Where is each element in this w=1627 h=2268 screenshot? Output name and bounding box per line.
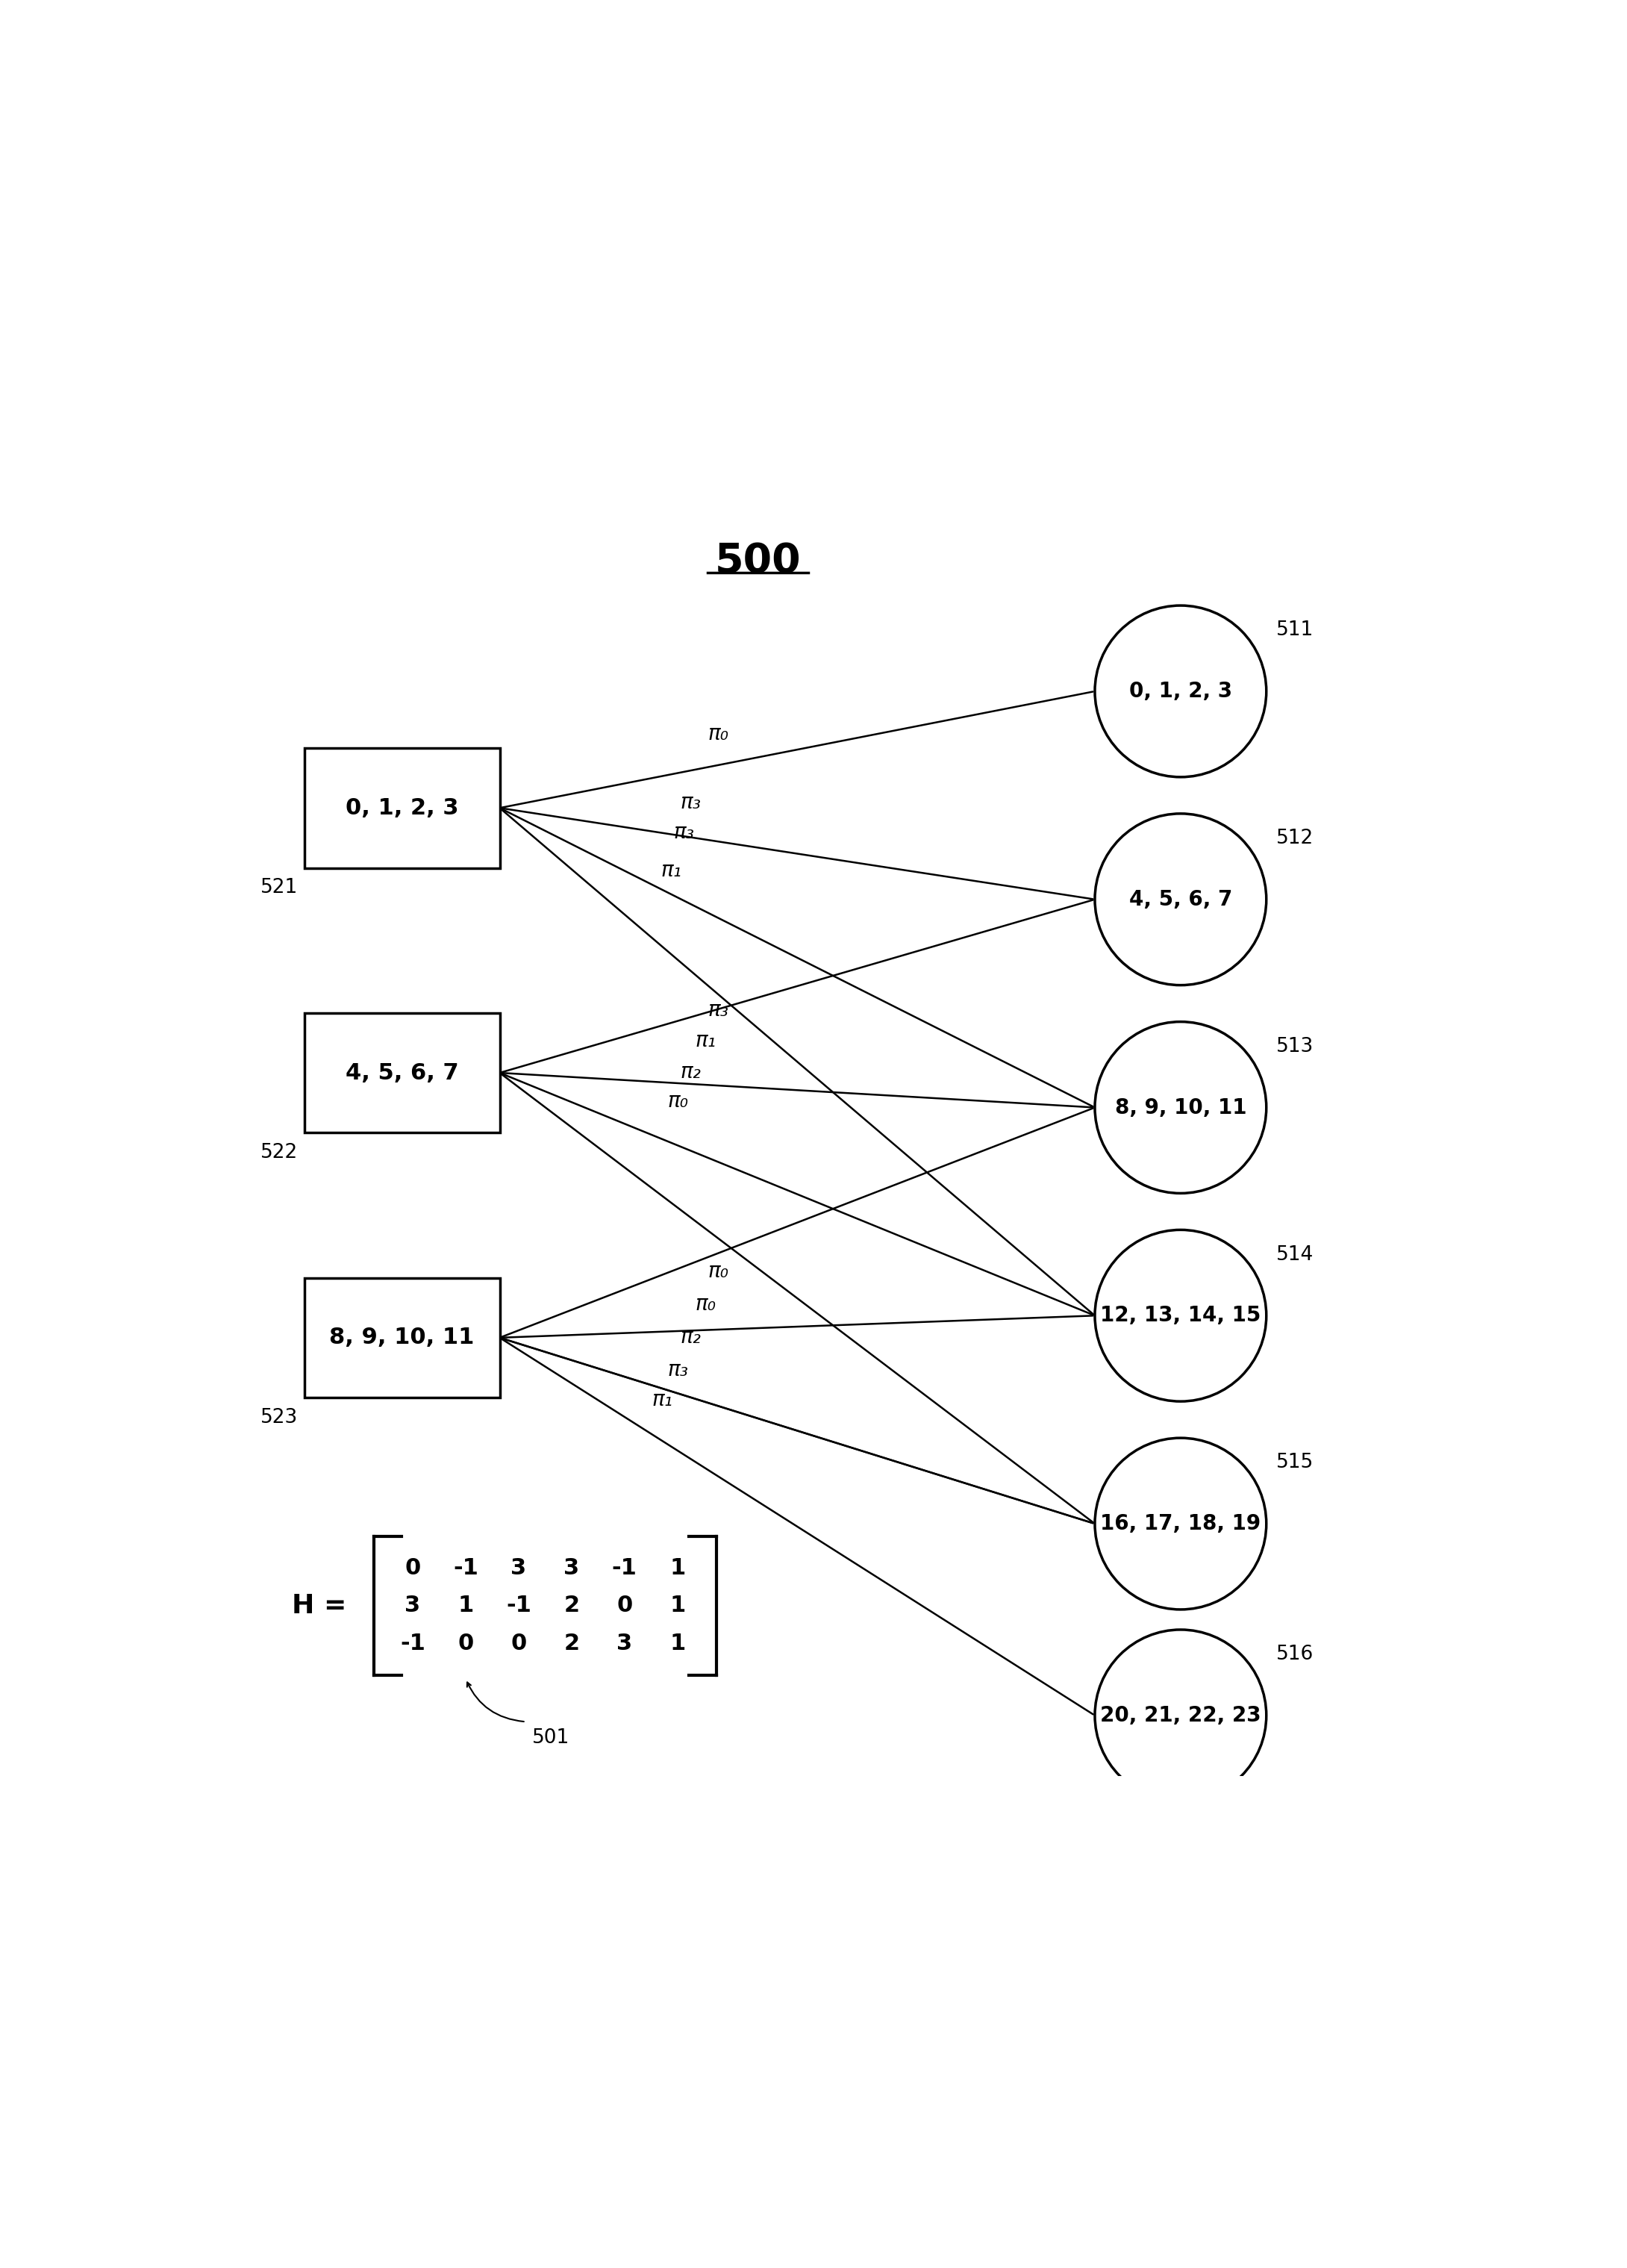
Text: 515: 515 — [1277, 1454, 1315, 1472]
Text: 501: 501 — [532, 1728, 569, 1746]
Text: 516: 516 — [1277, 1644, 1315, 1665]
Text: 1: 1 — [670, 1594, 685, 1617]
Text: 0: 0 — [617, 1594, 633, 1617]
Circle shape — [1095, 1023, 1266, 1193]
Text: 3: 3 — [563, 1558, 579, 1579]
Text: 20, 21, 22, 23: 20, 21, 22, 23 — [1100, 1706, 1261, 1726]
Circle shape — [1095, 1438, 1266, 1610]
Text: 8, 9, 10, 11: 8, 9, 10, 11 — [329, 1327, 475, 1349]
Circle shape — [1095, 606, 1266, 778]
Text: 3: 3 — [405, 1594, 420, 1617]
Text: π₀: π₀ — [708, 1261, 729, 1281]
Text: 1: 1 — [457, 1594, 473, 1617]
Text: 521: 521 — [260, 878, 298, 898]
Text: π₁: π₁ — [695, 1030, 716, 1050]
Text: π₃: π₃ — [680, 792, 701, 812]
Text: π₃: π₃ — [667, 1359, 688, 1381]
Text: 500: 500 — [714, 542, 802, 581]
Text: π₂: π₂ — [680, 1061, 701, 1082]
Text: -1: -1 — [506, 1594, 532, 1617]
Text: -1: -1 — [400, 1633, 425, 1653]
Text: 2: 2 — [563, 1633, 579, 1653]
Text: π₀: π₀ — [695, 1293, 716, 1315]
Circle shape — [1095, 1631, 1266, 1801]
Text: 2: 2 — [563, 1594, 579, 1617]
Text: 12, 13, 14, 15: 12, 13, 14, 15 — [1100, 1304, 1261, 1327]
Text: 4, 5, 6, 7: 4, 5, 6, 7 — [1129, 889, 1232, 909]
Text: 511: 511 — [1277, 621, 1315, 640]
Text: 3: 3 — [511, 1558, 527, 1579]
Text: 523: 523 — [260, 1408, 298, 1427]
Text: π₀: π₀ — [708, 723, 729, 744]
FancyBboxPatch shape — [304, 748, 499, 869]
Text: 1: 1 — [670, 1633, 685, 1653]
Text: 0: 0 — [511, 1633, 527, 1653]
Text: 0, 1, 2, 3: 0, 1, 2, 3 — [1129, 680, 1232, 701]
Text: π₂: π₂ — [680, 1327, 701, 1347]
Text: π₃: π₃ — [708, 1000, 729, 1021]
Text: π₃: π₃ — [674, 821, 695, 844]
Text: 16, 17, 18, 19: 16, 17, 18, 19 — [1100, 1513, 1261, 1533]
Text: H =: H = — [291, 1592, 347, 1619]
Text: 0: 0 — [457, 1633, 473, 1653]
Text: 4, 5, 6, 7: 4, 5, 6, 7 — [345, 1061, 459, 1084]
Text: 3: 3 — [617, 1633, 633, 1653]
Text: 1: 1 — [670, 1558, 685, 1579]
Text: -1: -1 — [452, 1558, 478, 1579]
Circle shape — [1095, 1229, 1266, 1402]
FancyBboxPatch shape — [304, 1014, 499, 1132]
Text: 514: 514 — [1277, 1245, 1315, 1263]
Text: 0: 0 — [405, 1558, 421, 1579]
Circle shape — [1095, 814, 1266, 984]
Text: 8, 9, 10, 11: 8, 9, 10, 11 — [1114, 1098, 1246, 1118]
Text: 0, 1, 2, 3: 0, 1, 2, 3 — [345, 796, 459, 819]
Text: 522: 522 — [260, 1143, 298, 1161]
Text: π₁: π₁ — [652, 1390, 674, 1411]
Text: -1: -1 — [612, 1558, 638, 1579]
FancyBboxPatch shape — [304, 1277, 499, 1397]
Text: 512: 512 — [1277, 828, 1315, 848]
Text: π₀: π₀ — [667, 1091, 688, 1111]
Text: 513: 513 — [1277, 1036, 1315, 1057]
Text: π₁: π₁ — [661, 860, 682, 880]
